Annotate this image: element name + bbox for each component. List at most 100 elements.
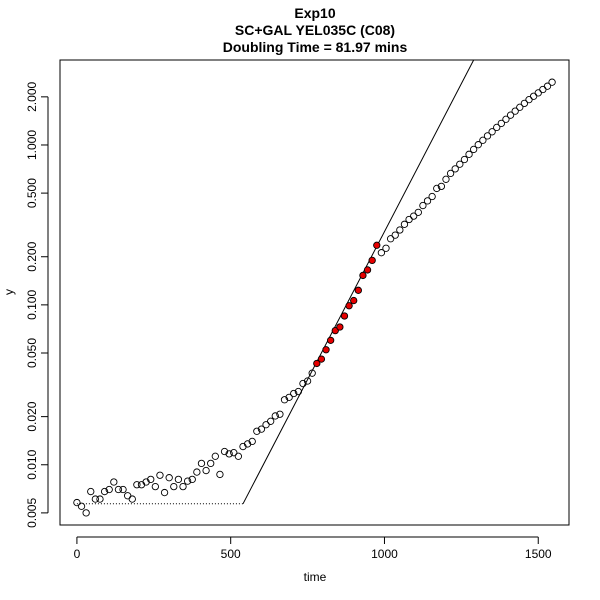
data-point <box>382 244 390 252</box>
data-point <box>488 128 496 136</box>
fit-lines <box>76 60 475 505</box>
data-point <box>483 132 492 140</box>
data-point <box>96 495 104 503</box>
data-point <box>174 475 183 484</box>
data-point <box>151 482 159 491</box>
data-point <box>428 192 436 201</box>
data-point <box>211 452 219 460</box>
data-point <box>170 482 178 491</box>
data-point <box>271 412 279 420</box>
data-point <box>520 99 529 108</box>
data-point <box>511 107 519 115</box>
fitted-point <box>363 266 372 274</box>
data-point <box>437 182 446 191</box>
data-point <box>234 452 243 460</box>
data-point <box>396 226 404 234</box>
data-point <box>179 482 187 491</box>
data-point <box>400 220 409 228</box>
y-axis-label: y <box>2 289 16 295</box>
fit-line <box>242 60 475 505</box>
y-tick-label: 2.000 <box>25 82 39 112</box>
data-points <box>73 78 556 517</box>
chart-title-line-3: Doubling Time = 81.97 mins <box>223 39 408 55</box>
fitted-point <box>354 286 362 294</box>
data-point <box>216 470 224 479</box>
y-tick-label: 0.005 <box>25 498 39 528</box>
data-point <box>474 141 482 149</box>
data-point <box>133 481 141 489</box>
data-point <box>529 92 538 100</box>
data-point <box>280 396 289 404</box>
data-point <box>147 475 155 484</box>
fitted-point <box>326 336 335 344</box>
data-point <box>77 502 86 510</box>
fitted-point <box>373 241 381 249</box>
data-point <box>253 427 261 435</box>
data-point <box>414 208 422 217</box>
data-point <box>410 212 418 220</box>
fitted-point <box>313 359 321 368</box>
data-point <box>419 201 427 210</box>
data-point <box>451 165 459 173</box>
data-point <box>377 249 386 257</box>
data-point <box>543 82 552 90</box>
data-point <box>257 425 266 433</box>
data-point <box>276 410 284 418</box>
fitted-point <box>322 346 330 354</box>
y-tick-label: 0.010 <box>25 449 39 479</box>
y-tick-label: 0.020 <box>25 401 39 431</box>
data-point <box>303 377 312 385</box>
data-point <box>193 468 201 476</box>
data-point <box>497 119 505 128</box>
data-point <box>479 136 487 144</box>
data-point <box>197 459 206 468</box>
data-point <box>386 235 395 243</box>
fitted-point <box>336 323 344 331</box>
data-point <box>73 498 81 507</box>
data-point <box>539 85 547 94</box>
fitted-point <box>368 256 376 265</box>
x-tick-label: 0 <box>74 547 81 561</box>
data-point <box>534 89 542 97</box>
data-point <box>110 478 118 486</box>
y-tick-label: 0.200 <box>25 241 39 271</box>
data-point <box>285 393 293 402</box>
data-point <box>391 231 399 239</box>
chart-title-line-1: Exp10 <box>294 5 335 21</box>
data-point <box>119 485 127 494</box>
data-point <box>160 488 169 497</box>
data-point <box>183 477 192 485</box>
fitted-point <box>345 302 353 310</box>
y-tick-label: 0.050 <box>25 338 39 368</box>
data-point <box>82 509 90 517</box>
data-point <box>442 175 450 183</box>
x-tick-label: 1000 <box>371 547 398 561</box>
x-axis-label: time <box>304 570 327 584</box>
data-point <box>465 150 473 158</box>
data-point <box>156 471 164 479</box>
data-point <box>493 123 501 132</box>
x-tick-label: 500 <box>221 547 241 561</box>
data-point <box>548 78 556 86</box>
data-point <box>105 485 113 494</box>
data-point <box>456 160 464 168</box>
fitted-point <box>350 296 358 305</box>
y-tick-label: 0.500 <box>25 178 39 208</box>
data-point <box>128 495 136 503</box>
data-point <box>114 485 123 494</box>
data-point <box>433 184 441 193</box>
plot-frame <box>59 59 570 526</box>
data-point <box>87 487 95 496</box>
data-point <box>525 95 533 104</box>
data-point <box>220 447 229 456</box>
data-point <box>202 466 210 475</box>
data-point <box>506 111 515 119</box>
data-point <box>308 369 316 377</box>
data-point <box>294 387 303 396</box>
data-point <box>225 450 233 458</box>
data-point <box>124 492 132 500</box>
x-axis: 0 500 1000 1500 <box>74 536 552 561</box>
y-axis: 0.005 0.010 0.020 0.050 0.100 0.200 0.500 1.000… <box>25 82 49 528</box>
y-tick-label: 1.000 <box>25 130 39 160</box>
